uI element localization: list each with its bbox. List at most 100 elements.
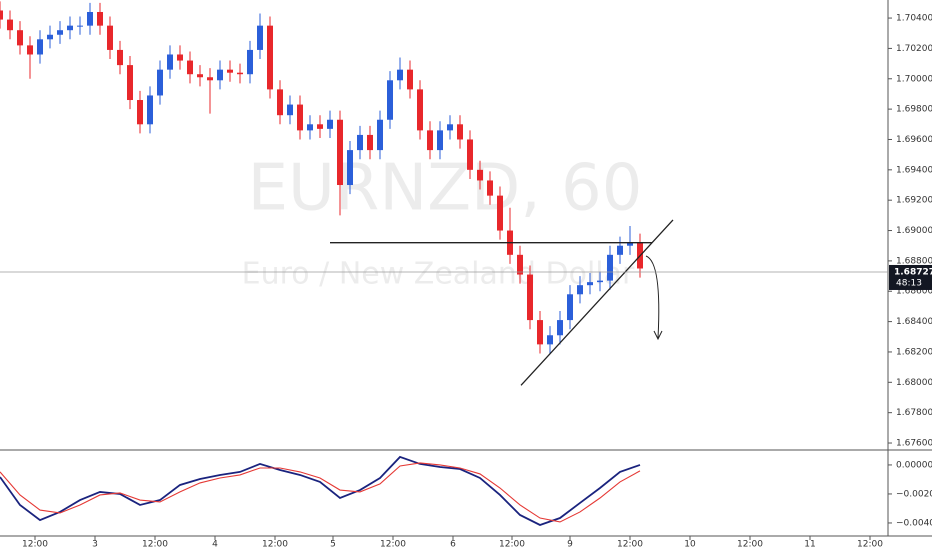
y-tick-label: 1.68200 xyxy=(896,347,932,357)
forecast-arrow-head xyxy=(653,330,663,341)
candle-body xyxy=(37,39,43,55)
candle-body xyxy=(597,280,603,283)
candle-body xyxy=(57,30,63,35)
y-tick-label: 1.69800 xyxy=(896,105,932,115)
candle-body xyxy=(497,195,503,231)
candle-body xyxy=(357,134,363,151)
y-tick-label: 1.69600 xyxy=(896,135,932,145)
candle-body xyxy=(447,124,453,131)
x-tick-label: 12:00 xyxy=(262,540,288,550)
candle-body xyxy=(257,25,263,50)
candle-body xyxy=(67,25,73,31)
candle-body xyxy=(107,25,113,50)
candle-body xyxy=(187,60,193,75)
x-tick-label: 9 xyxy=(567,540,573,550)
x-tick-label: 11 xyxy=(804,540,815,550)
candle-body xyxy=(167,54,173,70)
x-tick-label: 12:00 xyxy=(380,540,406,550)
candle-body xyxy=(127,65,133,101)
candle-body xyxy=(317,124,323,129)
candle-body xyxy=(157,69,163,96)
candle-body xyxy=(137,100,143,125)
y-tick-label: 1.68800 xyxy=(896,256,932,266)
candle-body xyxy=(467,139,473,170)
candle-body xyxy=(607,254,613,281)
x-tick-label: 12:00 xyxy=(499,540,525,550)
candle-body xyxy=(537,320,543,345)
candle-body xyxy=(547,335,553,345)
x-tick-label: 12:00 xyxy=(617,540,643,550)
candle-body xyxy=(367,134,373,151)
indicator-line xyxy=(0,462,641,523)
candle-body xyxy=(77,25,83,27)
candle-body xyxy=(527,274,533,321)
candle-body xyxy=(47,34,53,40)
candle-body xyxy=(17,30,23,46)
x-tick-label: 12:00 xyxy=(857,540,883,550)
candle-body xyxy=(427,130,433,151)
y-tick-label: 1.67800 xyxy=(896,408,932,418)
candle-body xyxy=(247,49,253,75)
x-tick-label: 12:00 xyxy=(22,540,48,550)
candle-body xyxy=(487,180,493,196)
x-tick-label: 10 xyxy=(684,540,696,550)
x-tick-label: 5 xyxy=(330,540,336,550)
y-tick-label: 1.67600 xyxy=(896,439,932,449)
candle-body xyxy=(7,19,13,31)
candle-body xyxy=(217,69,223,81)
candle-body xyxy=(397,69,403,81)
watermark-subtitle: Euro / New Zealand Dollar xyxy=(242,257,635,292)
candle-body xyxy=(327,119,333,129)
candle-body xyxy=(197,74,203,78)
x-tick-label: 6 xyxy=(450,540,456,550)
x-tick-label: 12:00 xyxy=(737,540,763,550)
forecast-arrow xyxy=(645,255,660,339)
candle-body xyxy=(277,89,283,116)
y-tick-label: 1.70400 xyxy=(896,14,932,24)
candle-body xyxy=(477,169,483,181)
price-tag xyxy=(889,264,932,290)
y-tick-label: 1.70200 xyxy=(896,44,932,54)
candle-body xyxy=(307,124,313,131)
candle-body xyxy=(0,10,3,20)
candle-body xyxy=(227,69,233,73)
candle-body xyxy=(587,282,593,286)
candle-body xyxy=(567,294,573,321)
candle-body xyxy=(387,80,393,120)
candle-body xyxy=(97,11,103,26)
x-tick-label: 3 xyxy=(92,540,98,550)
y-tick-label: 1.70000 xyxy=(896,74,932,84)
candle-body xyxy=(27,45,33,55)
candle-body xyxy=(337,119,343,186)
y-tick-label: −0.00400 xyxy=(896,518,932,528)
x-tick-label: 12:00 xyxy=(142,540,168,550)
y-tick-label: 1.69200 xyxy=(896,196,932,206)
y-tick-label: 1.68600 xyxy=(896,287,932,297)
y-tick-label: −0.00200 xyxy=(896,489,932,499)
y-tick-label: 1.68000 xyxy=(896,378,932,388)
countdown: 48:13 xyxy=(896,278,922,288)
candle-body xyxy=(457,124,463,140)
last-price-label: 1.68727 xyxy=(894,267,932,277)
candle-body xyxy=(377,119,383,151)
y-tick-label: 1.68400 xyxy=(896,317,932,327)
candle-body xyxy=(417,89,423,131)
candle-body xyxy=(297,104,303,131)
candle-body xyxy=(407,69,413,90)
candle-body xyxy=(287,104,293,116)
candle-body xyxy=(577,285,583,295)
y-tick-label: 0.00000 xyxy=(896,460,932,470)
y-tick-label: 1.69000 xyxy=(896,226,932,236)
y-tick-label: 1.69400 xyxy=(896,165,932,175)
candle-body xyxy=(177,54,183,61)
candle-body xyxy=(517,254,523,275)
candle-body xyxy=(347,150,353,186)
watermark-title: EURNZD, 60 xyxy=(248,152,643,226)
candle-body xyxy=(87,11,93,26)
candle-body xyxy=(437,130,443,151)
candle-body xyxy=(207,77,213,81)
candle-body xyxy=(237,72,243,75)
